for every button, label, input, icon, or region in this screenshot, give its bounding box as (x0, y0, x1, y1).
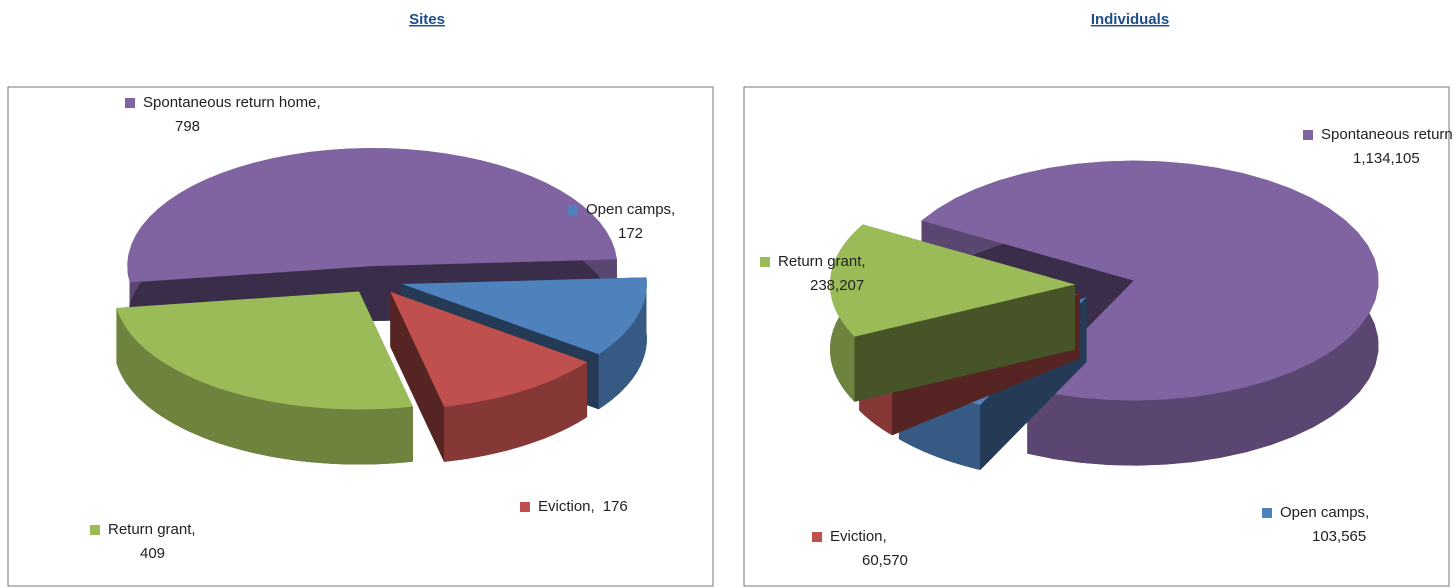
category-label: Spontaneous return home (1321, 126, 1454, 143)
value-label: 176 (603, 498, 628, 515)
slice-top (921, 160, 1379, 401)
data-label: Return grant,238,207 (778, 253, 866, 294)
slice-top (401, 277, 647, 355)
pie-slice (390, 291, 588, 462)
chart-frame (7, 86, 714, 587)
data-label: Eviction,176 (538, 498, 628, 515)
slice-top (116, 291, 413, 410)
data-label: Return grant,409 (108, 521, 196, 562)
legend-key (1303, 130, 1313, 140)
chart-frame (743, 86, 1450, 587)
legend-key (1262, 508, 1272, 518)
value-label: 798 (175, 118, 200, 135)
slice-top (390, 291, 588, 407)
chart-title: Sites (409, 11, 445, 28)
value-label: 1,134,105 (1353, 150, 1420, 167)
data-label: Open camps,103,565 (1280, 504, 1369, 545)
chart-title: Individuals (1091, 11, 1169, 28)
legend-key (812, 532, 822, 542)
data-label: Eviction,60,570 (830, 528, 908, 569)
legend-key (760, 257, 770, 267)
legend-key (520, 502, 530, 512)
value-label: 103,565 (1312, 528, 1366, 545)
slice-top (127, 148, 617, 283)
pie-slice (116, 291, 413, 465)
data-label: Open camps,172 (586, 201, 675, 242)
legend-key (568, 205, 578, 215)
category-label: Open camps (1280, 504, 1365, 521)
data-label: Spontaneous return home,1,134,105 (1321, 126, 1454, 167)
category-label: Spontaneous return home (143, 94, 316, 111)
category-label: Eviction (830, 528, 883, 545)
value-label: 172 (618, 225, 643, 242)
legend-key (90, 525, 100, 535)
value-label: 60,570 (862, 552, 908, 569)
category-label: Open camps (586, 201, 671, 218)
slice-edge (598, 277, 647, 410)
category-label: Eviction (538, 498, 591, 515)
legend-key (125, 98, 135, 108)
slice-top (830, 224, 1076, 337)
value-label: 409 (140, 545, 165, 562)
pie-slice (830, 224, 1076, 402)
value-label: 238,207 (810, 277, 864, 294)
data-label: Spontaneous return home,798 (143, 94, 321, 135)
slice-edge (444, 362, 588, 462)
category-label: Return grant (108, 521, 192, 538)
slice-side (390, 291, 445, 462)
category-label: Return grant (778, 253, 862, 270)
slice-edge (116, 307, 413, 465)
